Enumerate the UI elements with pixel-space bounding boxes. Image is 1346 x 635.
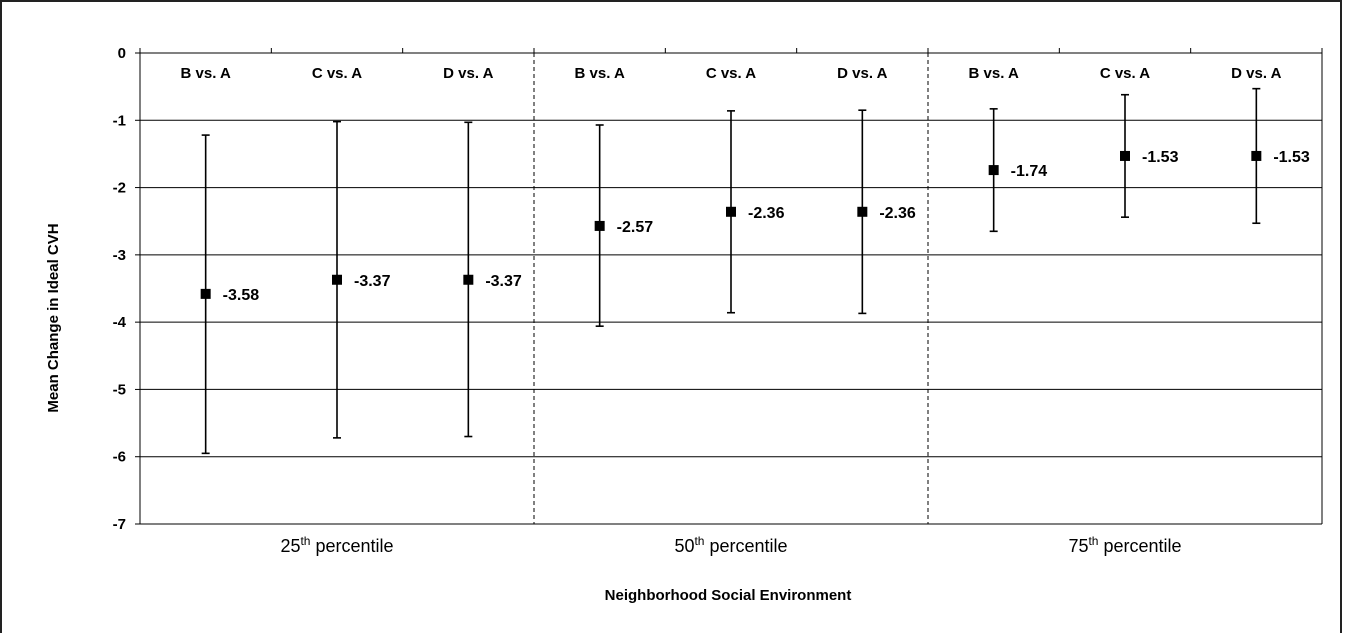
group-label: 75th percentile [1068, 534, 1181, 556]
group-label: 50th percentile [674, 534, 787, 556]
group-separators [533, 53, 929, 524]
y-tick-label: 0 [118, 45, 126, 62]
comparison-label: D vs. A [1231, 65, 1281, 82]
x-axis-label: Neighborhood Social Environment [605, 587, 852, 604]
comparison-label: C vs. A [312, 65, 362, 82]
data-point-marker [200, 288, 211, 299]
comparison-label: D vs. A [443, 65, 493, 82]
data-value-label: -1.74 [1011, 163, 1048, 180]
data-point-marker [332, 274, 342, 285]
data-value-label: -3.58 [223, 287, 260, 304]
data-point-marker [988, 165, 999, 176]
comparison-label: D vs. A [837, 65, 887, 82]
data-value-label: -3.37 [485, 273, 522, 290]
data-point-marker [726, 206, 736, 217]
data-value-label: -1.53 [1273, 149, 1310, 166]
axes [135, 48, 1323, 525]
labels: 0 -1 -2 -3 -4 -5 -6 -7 -3.58 B vs. A -3.37 C vs. A -… [113, 45, 1310, 556]
comparison-label: C vs. A [1100, 65, 1150, 82]
y-tick-label: -2 [113, 180, 126, 197]
data-point-marker [594, 220, 605, 231]
comparison-label: B vs. A [181, 65, 231, 82]
y-tick-label: -7 [113, 516, 126, 533]
data-value-label: -2.36 [748, 205, 785, 222]
error-bars [200, 87, 1262, 455]
comparison-label: B vs. A [575, 65, 625, 82]
comparison-label: C vs. A [706, 65, 756, 82]
data-point-marker [1251, 150, 1262, 161]
data-value-label: -2.57 [617, 219, 654, 236]
y-tick-label: -3 [113, 247, 126, 264]
y-axis-label: Mean Change in Ideal CVH [45, 223, 62, 412]
data-value-label: -1.53 [1142, 149, 1179, 166]
y-tick-label: -4 [113, 314, 127, 331]
y-tick-label: -1 [113, 112, 126, 129]
data-point-marker [857, 206, 868, 217]
data-value-label: -2.36 [879, 205, 916, 222]
group-label: 25th percentile [280, 534, 393, 556]
comparison-label: B vs. A [969, 65, 1019, 82]
data-point-marker [463, 274, 474, 285]
data-point-marker [1120, 150, 1130, 161]
data-value-label: -3.37 [354, 273, 391, 290]
y-tick-label: -5 [113, 381, 126, 398]
y-tick-label: -6 [113, 449, 126, 466]
